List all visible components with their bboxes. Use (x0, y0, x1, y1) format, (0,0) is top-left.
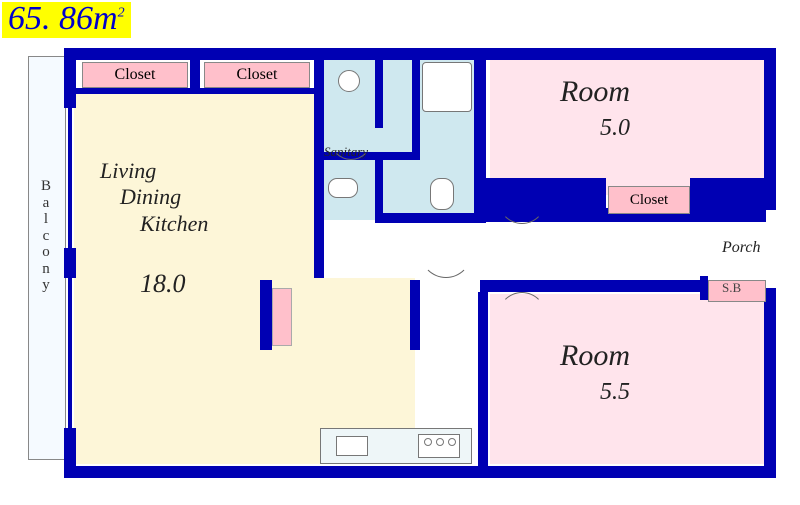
wall-right-2 (764, 288, 776, 478)
bathtub (422, 62, 472, 112)
ldk-line3: Kitchen (140, 211, 208, 236)
room2-label: Room (560, 338, 630, 374)
wall-kitchen-stub (410, 280, 420, 350)
wall-left-rail2 (68, 278, 72, 428)
area-badge: 65. 86m2 (2, 2, 131, 38)
wall-bath-v (412, 58, 420, 158)
room2-size: 5.5 (600, 378, 630, 407)
wall-r2-left (478, 292, 488, 472)
wall-left-1 (64, 48, 76, 108)
ldk-line1: Living (100, 158, 156, 183)
burner-2 (436, 438, 444, 446)
area-sup: 2 (118, 6, 125, 21)
porch-fill (720, 228, 775, 288)
area-value: 65. 86 (8, 0, 93, 37)
wall-san-h2 (375, 213, 480, 223)
sink-icon (328, 178, 358, 198)
toilet-icon (430, 178, 454, 210)
room1-size: 5.0 (600, 114, 630, 143)
closet-3-label: Closet (630, 192, 668, 209)
wall-closet-div (190, 58, 200, 90)
balcony-label: Balcony (40, 178, 52, 294)
washer-icon (338, 70, 360, 92)
closet-2-label: Closet (237, 66, 278, 84)
closet-2: Closet (204, 62, 310, 88)
wall-top (64, 48, 776, 60)
kitchen-sink-icon (336, 436, 368, 456)
wall-san-v2 (375, 160, 383, 220)
room1-label: Room (560, 74, 630, 110)
wall-hall-bot (480, 280, 710, 292)
ldk-line2: Dining (120, 184, 181, 209)
wall-left-rail1 (68, 108, 72, 248)
ldk-size: 18.0 (140, 268, 186, 299)
closet-1-label: Closet (115, 66, 156, 84)
wall-left-2 (64, 248, 76, 278)
pink-accent (272, 288, 292, 346)
wall-r1-closet-r (690, 178, 766, 222)
burner-3 (448, 438, 456, 446)
wall-left-3 (64, 428, 76, 478)
area-unit: m (93, 0, 118, 37)
closet-1: Closet (82, 62, 188, 88)
hall-fill (420, 220, 720, 280)
floor-plan: Balcony (20, 48, 780, 478)
wall-san-1 (375, 58, 383, 128)
ldk-label: Living Dining Kitchen (100, 158, 280, 237)
burner-1 (424, 438, 432, 446)
closet-3: Closet (608, 186, 690, 214)
sb-label: S.B (722, 280, 741, 296)
porch-label: Porch (722, 238, 761, 257)
wall-sb (700, 276, 708, 300)
wall-san-right (474, 58, 486, 223)
wall-bottom (64, 466, 776, 478)
wall-ldk-san (314, 58, 324, 278)
wall-ldk-stub (260, 280, 272, 350)
